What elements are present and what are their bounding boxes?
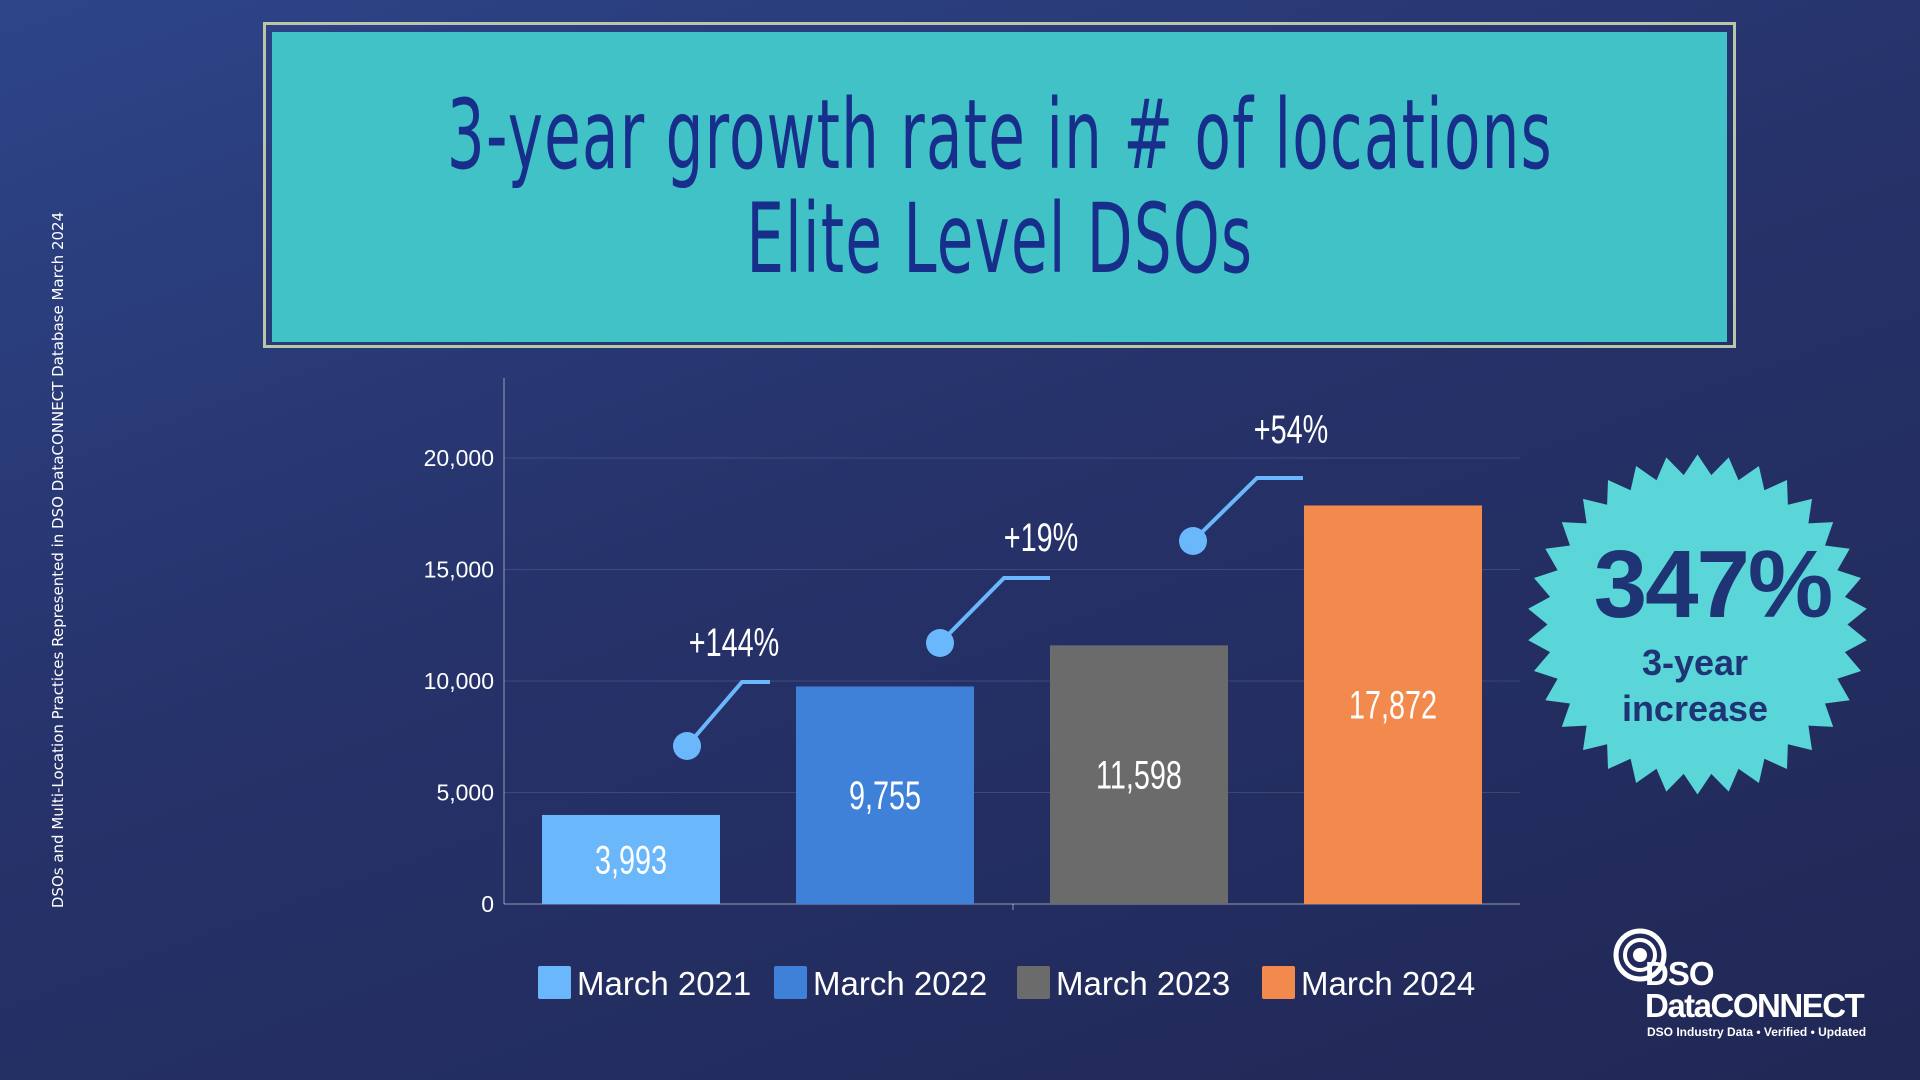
legend-label: March 2022 bbox=[813, 965, 987, 1002]
growth-label: +19% bbox=[1004, 515, 1078, 560]
growth-connector bbox=[938, 576, 1050, 645]
growth-dot bbox=[926, 629, 954, 657]
bar-value-label: 9,755 bbox=[849, 774, 921, 819]
bar-value-label: 3,993 bbox=[595, 838, 667, 883]
legend-swatch bbox=[1262, 966, 1295, 999]
bar bbox=[542, 814, 720, 904]
y-tick-label: 0 bbox=[481, 891, 494, 917]
bar bbox=[796, 686, 974, 904]
growth-connector bbox=[685, 680, 770, 748]
y-tick-label: 20,000 bbox=[424, 445, 494, 471]
legend-label: March 2023 bbox=[1056, 965, 1230, 1002]
growth-dot bbox=[1179, 527, 1207, 555]
logo-name-top: DSO bbox=[1645, 955, 1715, 992]
legend-swatch bbox=[1017, 966, 1050, 999]
badge-caption-line2: increase bbox=[1621, 688, 1769, 729]
title-box: 3-year growth rate in # of locations Eli… bbox=[272, 32, 1727, 342]
chart-title: 3-year growth rate in # of locations bbox=[446, 79, 1553, 191]
growth-layer: +144% +19% +54% bbox=[673, 407, 1328, 760]
logo-rings-icon bbox=[1613, 928, 1667, 982]
bar-value-label: 17,872 bbox=[1349, 683, 1437, 728]
logo-tagline: DSO Industry Data • Verified • Updated bbox=[1647, 1025, 1867, 1039]
logo-name-main: DataCONNECT bbox=[1645, 987, 1865, 1024]
starburst-badge bbox=[1528, 454, 1867, 795]
starburst-shape bbox=[1528, 454, 1867, 795]
brand-logo: DSO DataCONNECT DSO Industry Data • Veri… bbox=[1610, 925, 1880, 1039]
title-frame bbox=[263, 22, 1736, 348]
legend: March 2021 March 2022 March 2023 March 2024 bbox=[538, 965, 1475, 1002]
y-tick-label: 15,000 bbox=[424, 557, 494, 583]
axis-layer: 0 5,000 10,000 15,000 20,000 bbox=[424, 378, 1520, 917]
growth-dot bbox=[673, 732, 701, 760]
bar-value-label: 11,598 bbox=[1096, 753, 1182, 798]
bar bbox=[1304, 505, 1482, 904]
bar-layer: 3,993 9,755 11,598 17,872 bbox=[542, 505, 1482, 904]
legend-swatch bbox=[538, 966, 571, 999]
legend-label: March 2024 bbox=[1301, 965, 1475, 1002]
bar bbox=[1050, 645, 1228, 904]
legend-label: March 2021 bbox=[577, 965, 751, 1002]
chart-subtitle: Elite Level DSOs bbox=[746, 183, 1253, 295]
y-tick-label: 5,000 bbox=[436, 780, 494, 806]
growth-label: +54% bbox=[1254, 407, 1328, 452]
badge-percentage: 347% bbox=[1593, 531, 1834, 638]
badge-caption-line1: 3-year bbox=[1641, 642, 1749, 683]
badge-caption: 3-year increase bbox=[1550, 640, 1840, 732]
growth-connector bbox=[1191, 476, 1303, 543]
growth-label: +144% bbox=[689, 620, 779, 665]
legend-swatch bbox=[774, 966, 807, 999]
y-tick-label: 10,000 bbox=[424, 668, 494, 694]
